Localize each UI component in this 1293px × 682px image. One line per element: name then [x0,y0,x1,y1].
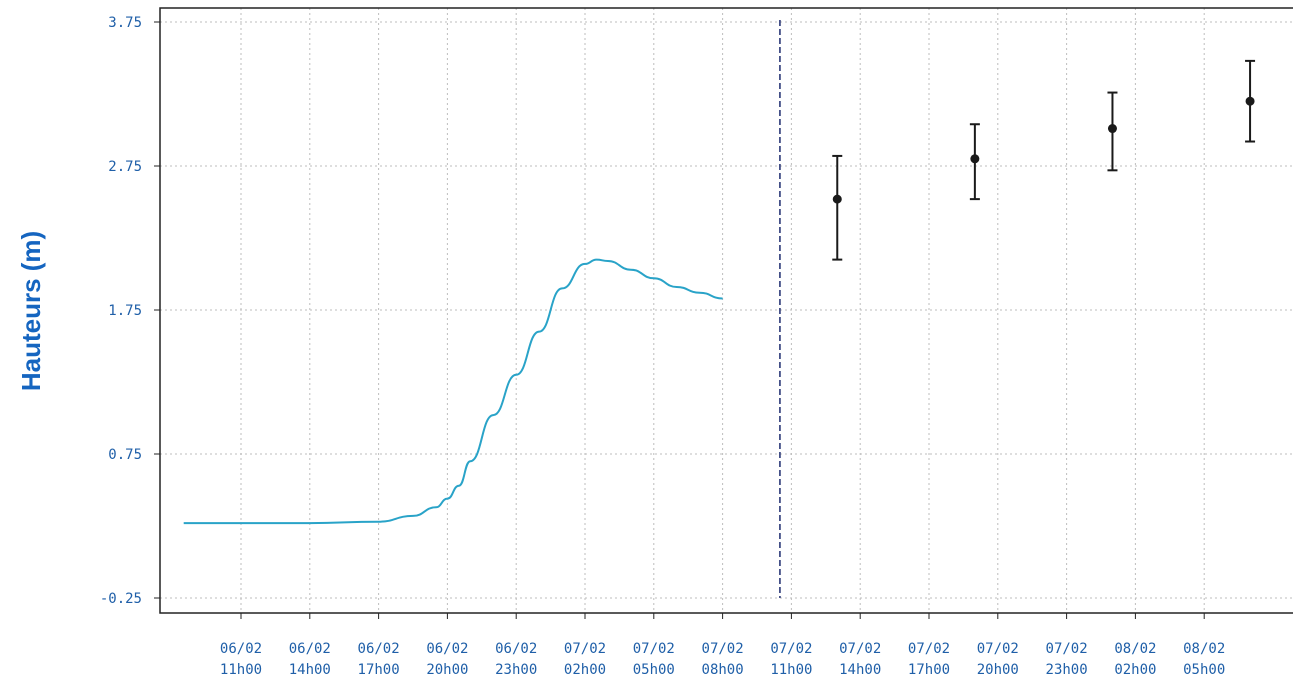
x-tick-date: 06/02 [289,641,331,657]
forecast-point [832,194,842,204]
x-tick-date: 08/02 [1183,641,1225,657]
y-tick-label: 1.75 [108,303,142,319]
x-tick-date: 07/02 [908,641,950,657]
x-tick-date: 06/02 [220,641,262,657]
x-tick-date: 07/02 [770,641,812,657]
x-tick-time: 05h00 [1183,662,1225,678]
x-axis-ticks: 06/02 11h00 06/02 14h00 06/02 17h00 06/02 20h00… [220,613,1225,678]
y-tick-label: 3.75 [108,15,142,31]
y-tick-label: -0.25 [100,591,142,607]
x-tick-date: 06/02 [495,641,537,657]
y-axis-label: Hauteurs (m) [16,231,46,391]
x-tick-time: 02h00 [1114,662,1156,678]
y-tick-label: 0.75 [108,447,142,463]
y-axis-ticks: 3.75 2.75 1.75 0.75 -0.25 [100,15,160,607]
x-tick-time: 14h00 [289,662,331,678]
x-tick-time: 14h00 [839,662,881,678]
forecast-point [1107,124,1117,134]
x-tick-time: 08h00 [702,662,744,678]
x-tick-date: 07/02 [1046,641,1088,657]
x-tick-time: 23h00 [1046,662,1088,678]
x-tick-date: 07/02 [633,641,675,657]
grid-lines [160,8,1293,613]
x-tick-date: 07/02 [839,641,881,657]
x-tick-time: 20h00 [977,662,1019,678]
forecast-series [832,59,1256,261]
x-tick-time: 05h00 [633,662,675,678]
x-tick-time: 02h00 [564,662,606,678]
x-tick-time: 20h00 [426,662,468,678]
x-tick-time: 17h00 [358,662,400,678]
forecast-point [1245,96,1255,106]
y-tick-label: 2.75 [108,159,142,175]
x-tick-date: 07/02 [977,641,1019,657]
x-tick-date: 07/02 [702,641,744,657]
x-tick-time: 11h00 [220,662,262,678]
x-tick-time: 23h00 [495,662,537,678]
x-tick-date: 06/02 [426,641,468,657]
x-tick-date: 07/02 [564,641,606,657]
forecast-point [970,154,980,164]
x-tick-time: 17h00 [908,662,950,678]
x-tick-time: 11h00 [770,662,812,678]
x-tick-date: 08/02 [1114,641,1156,657]
x-tick-date: 06/02 [358,641,400,657]
observed-series-line [183,258,723,525]
